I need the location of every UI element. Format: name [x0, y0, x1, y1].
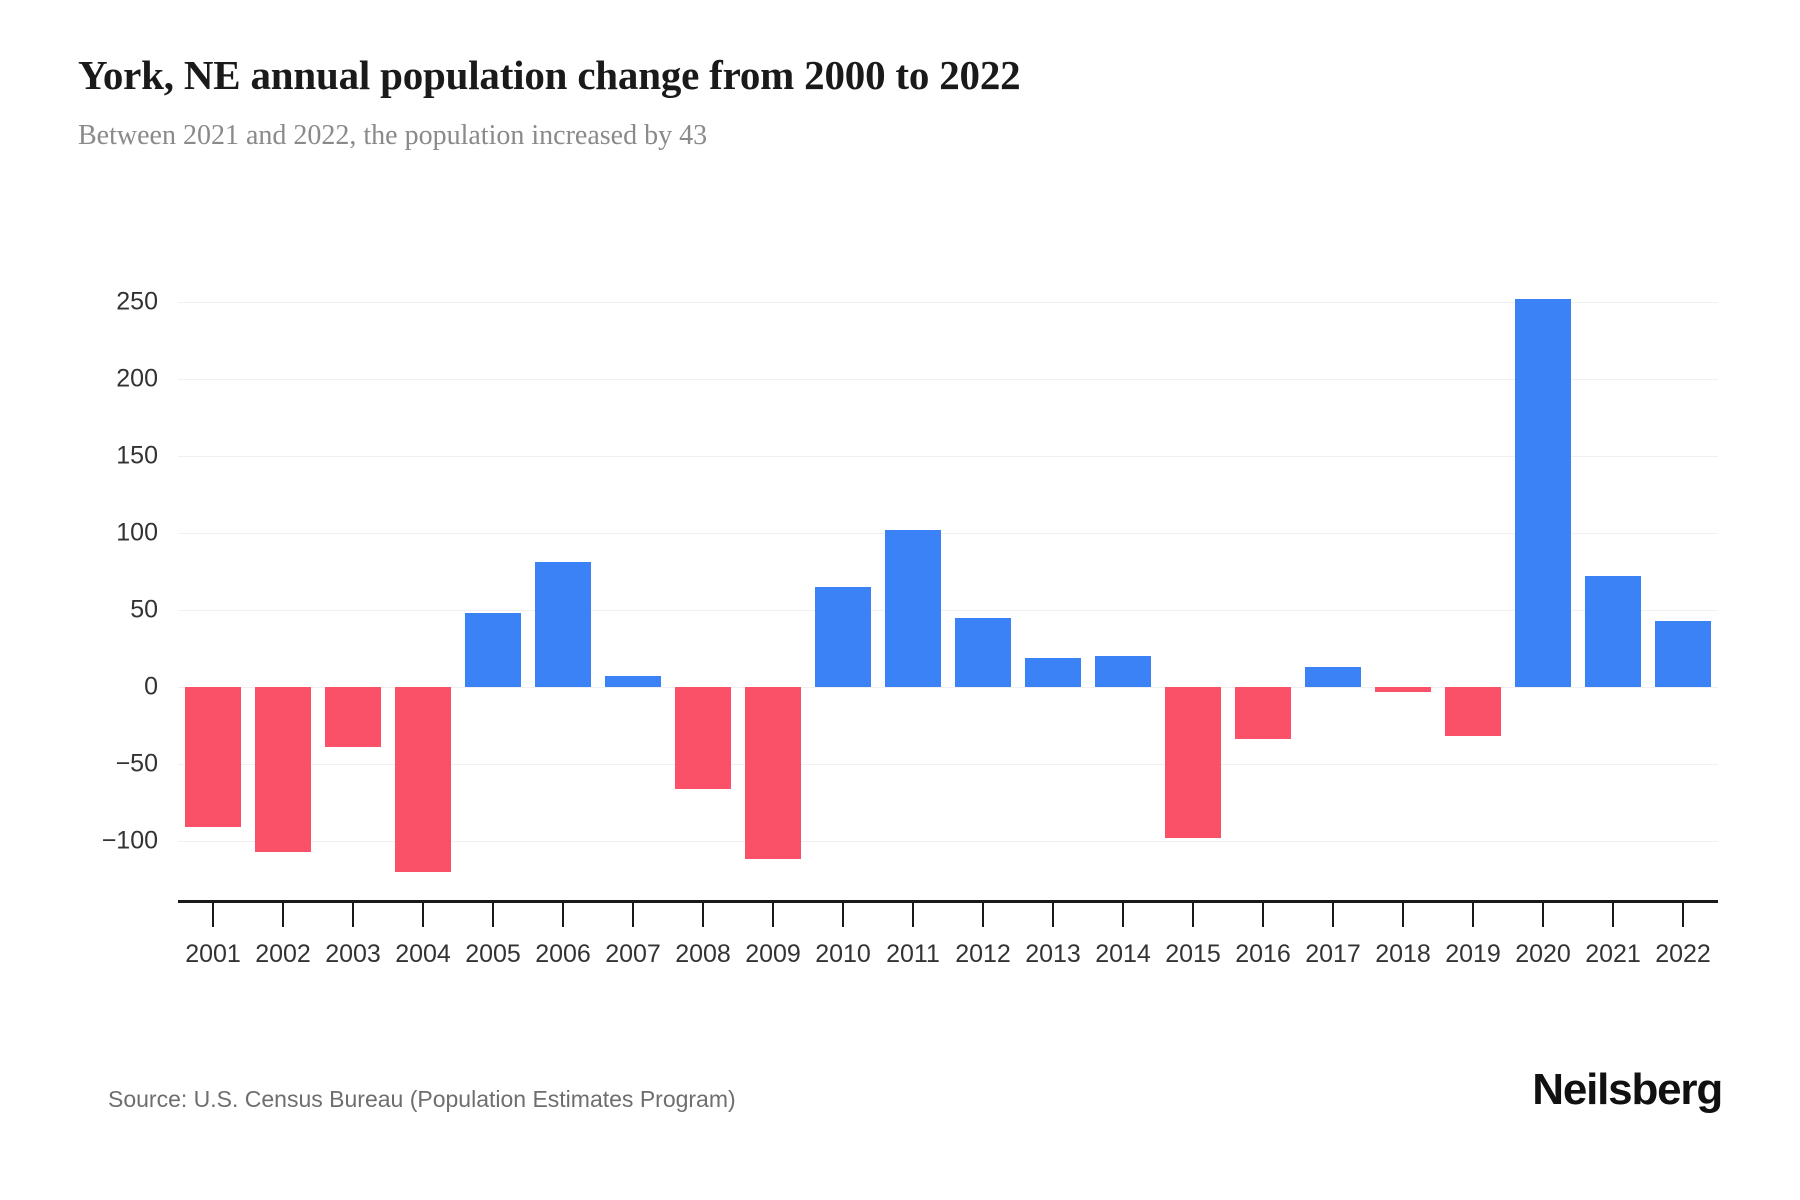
x-axis-tick: [352, 903, 354, 927]
x-axis-tick: [1472, 903, 1474, 927]
x-axis-tick: [1402, 903, 1404, 927]
x-axis-tick: [492, 903, 494, 927]
gridline: [178, 841, 1718, 842]
x-axis-tick: [1332, 903, 1334, 927]
x-axis-tick: [842, 903, 844, 927]
bar-2002[interactable]: [255, 687, 311, 852]
gridline: [178, 456, 1718, 457]
x-axis-tick: [1682, 903, 1684, 927]
source-note: Source: U.S. Census Bureau (Population E…: [108, 1086, 736, 1112]
page-title: York, NE annual population change from 2…: [78, 52, 1021, 98]
x-axis-tick: [912, 903, 914, 927]
y-axis-tick-label: −50: [115, 749, 158, 778]
bar-2019[interactable]: [1445, 687, 1501, 737]
bar-2016[interactable]: [1235, 687, 1291, 740]
x-axis-tick: [422, 903, 424, 927]
gridline: [178, 687, 1718, 688]
bar-2015[interactable]: [1165, 687, 1221, 838]
x-axis-line: [178, 900, 1718, 903]
x-axis-tick-label: 2012: [955, 940, 1011, 968]
y-axis-tick-label: 200: [116, 364, 158, 393]
x-axis-tick-label: 2002: [255, 940, 311, 968]
y-axis-tick-label: 0: [144, 672, 158, 701]
bar-2018[interactable]: [1375, 687, 1431, 692]
x-axis-tick-label: 2021: [1585, 940, 1641, 968]
bar-2006[interactable]: [535, 562, 591, 687]
bar-2004[interactable]: [395, 687, 451, 872]
chart-subtitle: Between 2021 and 2022, the population in…: [78, 120, 708, 152]
brand-logo: Neilsberg: [1532, 1065, 1723, 1114]
x-axis-tick: [282, 903, 284, 927]
x-axis-tick: [772, 903, 774, 927]
bar-2009[interactable]: [745, 687, 801, 860]
x-axis-tick-label: 2007: [605, 940, 661, 968]
x-axis-tick-label: 2003: [325, 940, 381, 968]
x-axis-tick-label: 2009: [745, 940, 801, 968]
bar-2013[interactable]: [1025, 657, 1081, 687]
x-axis-tick-label: 2016: [1235, 940, 1291, 968]
bar-2011[interactable]: [885, 529, 941, 687]
bar-2007[interactable]: [605, 676, 661, 687]
x-axis-tick-label: 2018: [1375, 940, 1431, 968]
bar-2012[interactable]: [955, 617, 1011, 687]
gridline: [178, 379, 1718, 380]
x-axis-tick-label: 2019: [1445, 940, 1501, 968]
gridline: [178, 764, 1718, 765]
x-axis-tick-label: 2011: [886, 940, 940, 968]
bar-2022[interactable]: [1655, 620, 1711, 687]
gridline: [178, 533, 1718, 534]
x-axis-tick: [562, 903, 564, 927]
plot-canvas: [178, 250, 1718, 900]
x-axis-tick-label: 2014: [1095, 940, 1151, 968]
x-axis-tick-label: 2017: [1305, 940, 1361, 968]
x-axis-tick-label: 2013: [1025, 940, 1081, 968]
x-axis-tick: [1052, 903, 1054, 927]
y-axis-tick-label: 50: [130, 595, 158, 624]
x-axis-tick-label: 2006: [535, 940, 591, 968]
gridline: [178, 610, 1718, 611]
x-axis-tick-label: 2005: [465, 940, 521, 968]
bar-group: [178, 250, 1718, 900]
x-axis-tick: [1192, 903, 1194, 927]
x-axis-tick-label: 2001: [185, 940, 241, 968]
y-axis-tick-label: −100: [101, 826, 158, 855]
x-axis-tick-label: 2015: [1165, 940, 1221, 968]
bar-2003[interactable]: [325, 687, 381, 748]
bar-2020[interactable]: [1515, 298, 1571, 687]
x-axis-tick-label: 2004: [395, 940, 451, 968]
bar-2014[interactable]: [1095, 656, 1151, 687]
chart-header: York, NE annual population change from 2…: [78, 52, 1718, 153]
x-axis-tick-label: 2008: [675, 940, 731, 968]
bar-2017[interactable]: [1305, 666, 1361, 687]
x-axis-tick: [982, 903, 984, 927]
x-axis-tick: [702, 903, 704, 927]
bar-2021[interactable]: [1585, 576, 1641, 687]
x-axis-tick: [1542, 903, 1544, 927]
bar-2001[interactable]: [185, 687, 241, 828]
bar-2010[interactable]: [815, 586, 871, 687]
y-axis-tick-label: 150: [116, 441, 158, 470]
x-axis-tick: [1262, 903, 1264, 927]
gridline: [178, 302, 1718, 303]
x-axis-tick: [1122, 903, 1124, 927]
bar-2005[interactable]: [465, 613, 521, 687]
y-axis-tick-label: 100: [116, 518, 158, 547]
x-axis-tick-label: 2020: [1515, 940, 1571, 968]
x-axis-tick-label: 2022: [1655, 940, 1711, 968]
x-axis-tick-label: 2010: [815, 940, 871, 968]
y-axis-tick-label: 250: [116, 287, 158, 316]
x-axis-tick: [212, 903, 214, 927]
x-axis-tick: [1612, 903, 1614, 927]
bar-2008[interactable]: [675, 687, 731, 789]
x-axis-tick: [632, 903, 634, 927]
